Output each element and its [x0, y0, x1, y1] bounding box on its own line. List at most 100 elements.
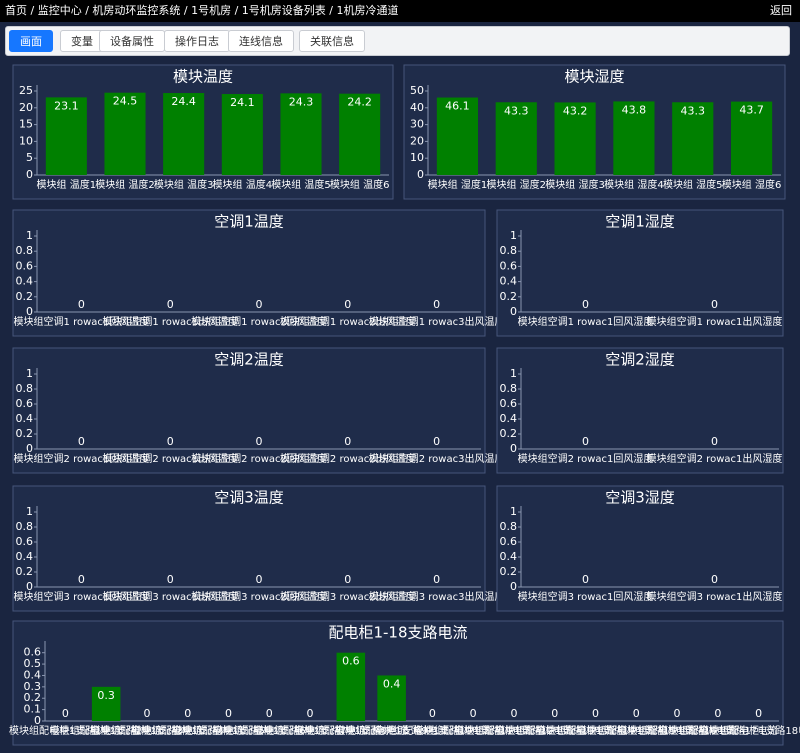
- y-tick-label: 0.8: [500, 382, 518, 395]
- value-label: 0: [711, 298, 718, 311]
- x-tick-label: 模块组配电柜1支路10电流: [373, 724, 492, 737]
- value-label: 0: [582, 435, 589, 448]
- value-label: 0: [62, 707, 69, 720]
- y-tick-label: 0.5: [24, 657, 42, 670]
- x-tick-label: 模块组 湿度2: [486, 178, 546, 191]
- bar: [336, 652, 366, 721]
- y-tick-label: 0.2: [16, 290, 34, 303]
- tab[interactable]: 变量: [60, 30, 104, 52]
- chart-title: 空调1湿度: [605, 213, 675, 231]
- value-label: 43.3: [504, 104, 529, 117]
- chart-title: 配电柜1-18支路电流: [328, 624, 467, 642]
- y-tick-label: 0.3: [24, 680, 42, 693]
- x-tick-label: 模块组 温度5: [271, 178, 331, 191]
- x-tick-label: 模块组 湿度6: [722, 178, 782, 191]
- x-tick-label: 模块组空调3 rowac2出风温度: [280, 590, 416, 603]
- y-tick-label: 1: [510, 367, 517, 380]
- x-tick-label: 模块组配电柜1支路18电流: [699, 724, 800, 737]
- x-tick-label: 模块组空调1 rowac1回风温度: [14, 315, 150, 328]
- panel: [496, 347, 784, 474]
- y-tick-label: 5: [26, 151, 33, 164]
- bar: [104, 92, 146, 175]
- x-tick-label: 模块组 湿度4: [604, 178, 664, 191]
- chart-title: 空调2温度: [214, 351, 284, 369]
- y-tick-label: 0.2: [500, 565, 518, 578]
- value-label: 43.2: [563, 104, 588, 117]
- value-label: 0.4: [383, 677, 401, 690]
- x-tick-label: 模块组配电柜1支路2电流: [50, 724, 163, 737]
- y-tick-label: 50: [410, 84, 424, 97]
- tab[interactable]: 操作日志: [164, 30, 230, 52]
- value-label: 0: [755, 707, 762, 720]
- tab[interactable]: 设备属性: [99, 30, 165, 52]
- value-label: 0: [167, 435, 174, 448]
- x-tick-label: 模块组空调2 rowac1回风温度: [14, 452, 150, 465]
- y-tick-label: 0.8: [16, 382, 34, 395]
- bar: [495, 102, 537, 175]
- x-tick-label: 模块组空调2 rowac1出风温度: [102, 452, 238, 465]
- x-tick-label: 模块组 温度6: [330, 178, 390, 191]
- bar: [672, 102, 714, 175]
- y-tick-label: 0.8: [16, 244, 34, 257]
- value-label: 0: [433, 298, 440, 311]
- value-label: 23.1: [54, 99, 79, 112]
- y-tick-label: 0.4: [16, 412, 34, 425]
- top-bar: 首页 / 监控中心 / 机房动环监控系统 / 1号机房 / 1号机房设备列表 /…: [0, 0, 800, 22]
- back-link[interactable]: 返回: [770, 4, 792, 17]
- y-tick-label: 0.2: [24, 691, 42, 704]
- value-label: 0: [674, 707, 681, 720]
- value-label: 43.7: [739, 104, 764, 117]
- value-label: 0: [143, 707, 150, 720]
- y-tick-label: 0: [510, 442, 517, 455]
- value-label: 0: [256, 298, 263, 311]
- y-tick-label: 0.4: [500, 412, 518, 425]
- value-label: 0: [433, 435, 440, 448]
- x-tick-label: 模块组空调2 rowac3出风温度: [369, 452, 505, 465]
- y-tick-label: 15: [19, 118, 33, 131]
- value-label: 24.5: [113, 95, 138, 108]
- chart-title: 模块温度: [173, 68, 233, 86]
- tab[interactable]: 画面: [9, 30, 53, 52]
- value-label: 0: [266, 707, 273, 720]
- chart-title: 空调3温度: [214, 489, 284, 507]
- x-tick-label: 模块组 温度2: [95, 178, 155, 191]
- x-tick-label: 模块组空调3 rowac3出风温度: [369, 590, 505, 603]
- tab[interactable]: 连线信息: [228, 30, 294, 52]
- value-label: 0: [711, 435, 718, 448]
- value-label: 0: [714, 707, 721, 720]
- y-tick-label: 0: [26, 442, 33, 455]
- x-tick-label: 模块组配电柜1支路14电流: [536, 724, 655, 737]
- y-tick-label: 0.2: [16, 427, 34, 440]
- x-tick-label: 模块组配电柜1支路6电流: [213, 724, 326, 737]
- y-tick-label: 0.6: [16, 397, 34, 410]
- y-tick-label: 0.8: [16, 520, 34, 533]
- y-tick-label: 0: [417, 168, 424, 181]
- bar: [613, 101, 655, 175]
- value-label: 0: [510, 707, 517, 720]
- value-label: 24.2: [347, 96, 372, 109]
- bar: [730, 101, 773, 175]
- y-tick-label: 0: [510, 580, 517, 593]
- y-tick-label: 40: [410, 101, 424, 114]
- y-tick-label: 0: [26, 580, 33, 593]
- value-label: 0: [344, 435, 351, 448]
- y-tick-label: 1: [510, 229, 517, 242]
- y-tick-label: 0: [26, 305, 33, 318]
- y-tick-label: 10: [19, 134, 33, 147]
- value-label: 0: [167, 298, 174, 311]
- panel: [496, 485, 784, 612]
- breadcrumb: 首页 / 监控中心 / 机房动环监控系统 / 1号机房 / 1号机房设备列表 /…: [5, 4, 399, 17]
- panel: [12, 485, 486, 612]
- tab[interactable]: 关联信息: [299, 30, 365, 52]
- y-tick-label: 0.1: [24, 703, 42, 716]
- x-tick-label: 模块组配电柜1支路17电流: [658, 724, 777, 737]
- y-tick-label: 0.2: [500, 290, 518, 303]
- y-tick-label: 0.2: [16, 565, 34, 578]
- y-tick-label: 0: [26, 168, 33, 181]
- bar: [436, 97, 479, 175]
- x-tick-label: 模块组 湿度5: [663, 178, 723, 191]
- x-tick-label: 模块组 温度4: [213, 178, 273, 191]
- value-label: 24.3: [289, 95, 314, 108]
- value-label: 0: [167, 573, 174, 586]
